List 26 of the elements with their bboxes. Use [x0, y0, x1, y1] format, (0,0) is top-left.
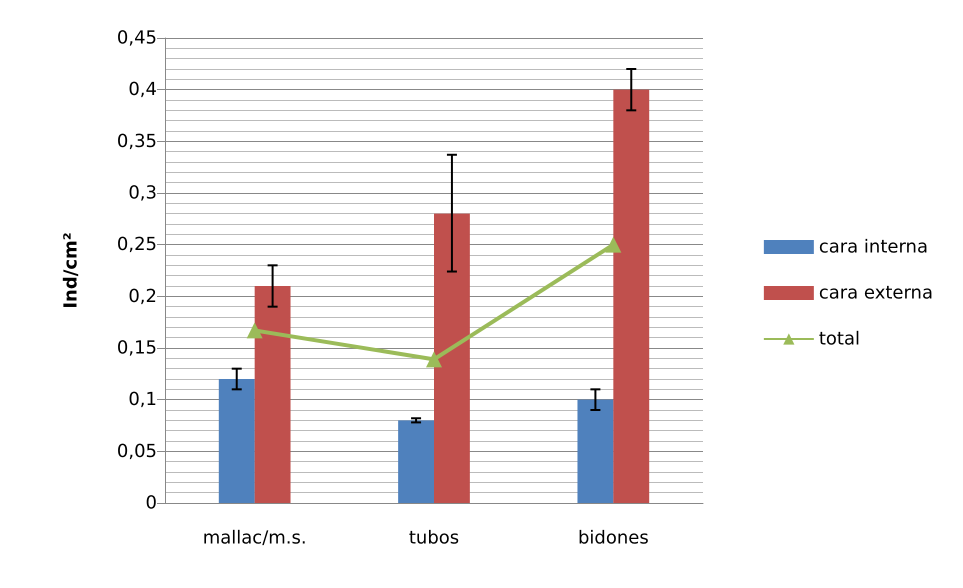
bar	[398, 420, 434, 503]
bar	[434, 214, 470, 503]
x-tick-label: bidones	[578, 528, 649, 548]
bar	[577, 400, 614, 503]
y-tick-label: 0,15	[116, 338, 157, 358]
y-tick-label: 0,2	[128, 286, 157, 307]
x-tick-label: tubos	[408, 528, 460, 548]
point	[605, 236, 622, 253]
y-tick-label: 0,45	[116, 28, 157, 48]
x-tick-label: mallac/m.s.	[202, 528, 307, 548]
legend-label: total	[818, 328, 860, 350]
y-tick-label: 0	[146, 492, 157, 514]
y-tick-label: 0,1	[128, 389, 157, 410]
y-tick-label: 0,35	[116, 130, 157, 152]
y-tick-label: 0,25	[116, 234, 157, 256]
y-tick-label: 0,4	[128, 79, 157, 100]
bar	[218, 379, 255, 503]
bar	[254, 286, 291, 503]
y-axis-title: Ind/cm²	[60, 232, 82, 309]
point	[246, 322, 263, 338]
y-tick-label: 0,05	[116, 440, 157, 462]
point	[426, 351, 442, 368]
legend-label: cara externa	[818, 282, 934, 304]
y-tick-label: 0,3	[128, 182, 157, 204]
bar	[613, 90, 650, 503]
legend-label: cara interna	[818, 236, 928, 258]
